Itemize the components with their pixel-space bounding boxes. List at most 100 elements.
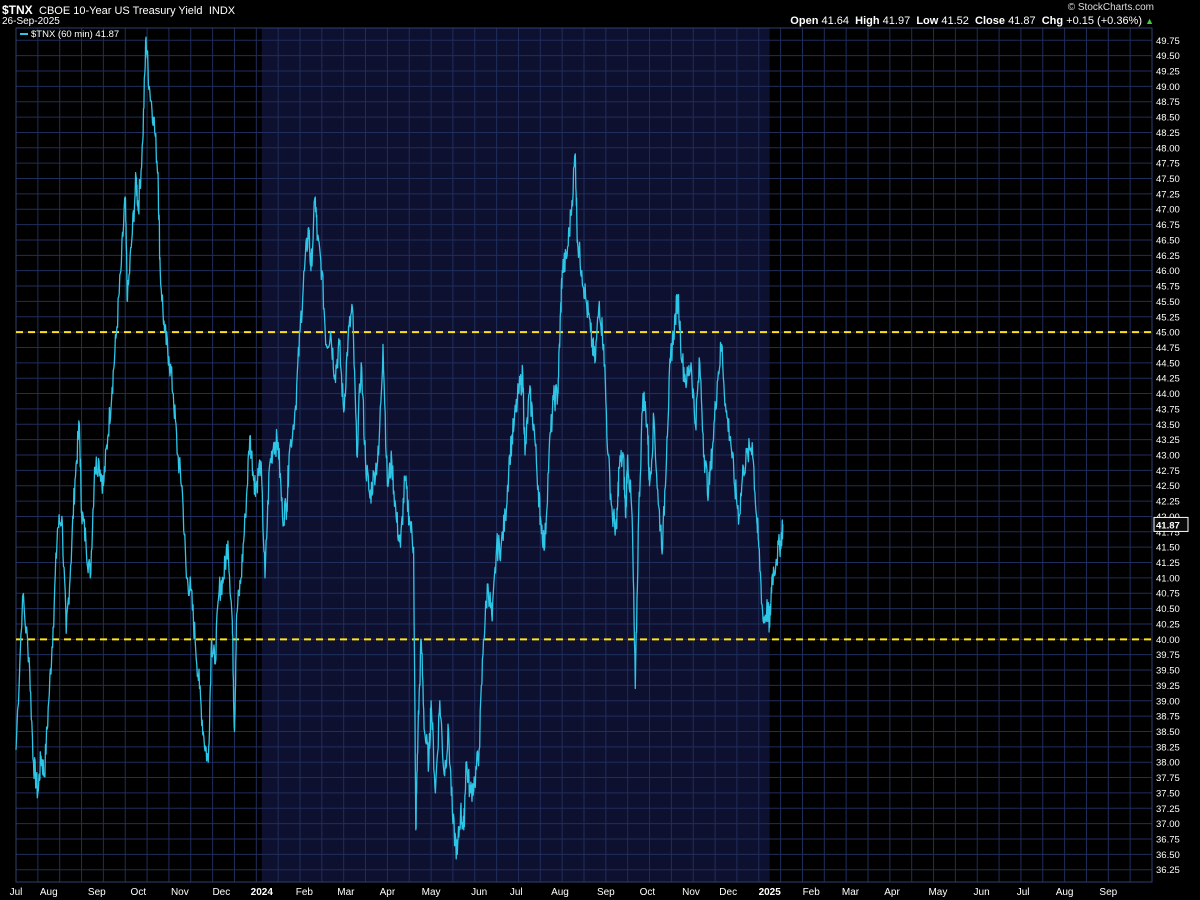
- y-tick-label: 49.00: [1156, 82, 1180, 93]
- y-tick-label: 46.00: [1156, 266, 1180, 277]
- chart-header: $TNX CBOE 10-Year US Treasury Yield INDX…: [0, 0, 1200, 30]
- y-tick-label: 48.75: [1156, 97, 1180, 108]
- y-tick-label: 43.50: [1156, 420, 1180, 431]
- x-axis: Jul Aug Sep Oct Nov Dec 2024 Feb Mar Apr May Jun Jul…: [10, 887, 1118, 898]
- x-tick-label: Oct: [131, 887, 147, 898]
- x-tick-label: May: [928, 887, 947, 898]
- chart-date: 26-Sep-2025: [2, 16, 60, 27]
- x-tick-label: Dec: [719, 887, 737, 898]
- y-tick-label: 38.25: [1156, 742, 1180, 753]
- close-value: 41.87: [1008, 15, 1036, 27]
- y-tick-label: 44.00: [1156, 389, 1180, 400]
- ohlc-readout: Open 41.64 High 41.97 Low 41.52 Close 41…: [790, 15, 1154, 27]
- y-tick-label: 38.75: [1156, 712, 1180, 723]
- y-tick-label: 40.75: [1156, 589, 1180, 600]
- y-tick-label: 45.50: [1156, 297, 1180, 308]
- y-tick-label: 45.00: [1156, 328, 1180, 339]
- y-tick-label: 36.75: [1156, 834, 1180, 845]
- y-tick-label: 49.25: [1156, 67, 1180, 78]
- x-tick-label: Feb: [803, 887, 821, 898]
- high-label: High: [855, 15, 880, 27]
- x-tick-label: Jul: [10, 887, 23, 898]
- y-tick-label: 44.75: [1156, 343, 1180, 354]
- x-tick-label: 2025: [759, 887, 782, 898]
- close-label: Close: [975, 15, 1005, 27]
- x-tick-label: Aug: [551, 887, 569, 898]
- chg-value: +0.15 (+0.36%): [1066, 15, 1143, 27]
- y-tick-label: 36.25: [1156, 865, 1180, 876]
- y-tick-label: 40.50: [1156, 604, 1180, 615]
- y-tick-label: 41.25: [1156, 558, 1180, 569]
- x-tick-label: May: [422, 887, 441, 898]
- y-tick-label: 37.00: [1156, 819, 1180, 830]
- y-tick-label: 47.75: [1156, 159, 1180, 170]
- low-value: 41.52: [941, 15, 969, 27]
- y-tick-label: 37.75: [1156, 773, 1180, 784]
- reference-lines: [16, 331, 1152, 641]
- y-tick-label: 43.25: [1156, 435, 1180, 446]
- legend: $TNX (60 min) 41.87: [20, 29, 119, 40]
- x-tick-label: Mar: [337, 887, 355, 898]
- symbol: $TNX: [2, 3, 33, 17]
- y-tick-label: 41.75: [1156, 527, 1180, 538]
- y-tick-label: 43.75: [1156, 404, 1180, 415]
- y-tick-label: 47.50: [1156, 174, 1180, 185]
- y-tick-label: 38.50: [1156, 727, 1180, 738]
- x-tick-label: Feb: [296, 887, 314, 898]
- y-tick-label: 48.25: [1156, 128, 1180, 139]
- y-tick-label: 49.75: [1156, 36, 1180, 47]
- y-tick-label: 46.25: [1156, 251, 1180, 262]
- x-tick-label: Apr: [884, 887, 900, 898]
- price-series-line: [15, 36, 784, 860]
- y-tick-label: 39.75: [1156, 650, 1180, 661]
- x-tick-label: Aug: [1056, 887, 1074, 898]
- y-tick-label: 37.25: [1156, 804, 1180, 815]
- y-tick-label: 39.25: [1156, 681, 1180, 692]
- y-tick-label: 48.00: [1156, 143, 1180, 154]
- x-tick-label: Jul: [510, 887, 523, 898]
- grid-lines: [15, 28, 1153, 882]
- y-tick-label: 37.50: [1156, 788, 1180, 799]
- y-tick-label: 41.50: [1156, 543, 1180, 554]
- y-tick-label: 42.50: [1156, 481, 1180, 492]
- y-tick-label: 39.50: [1156, 666, 1180, 677]
- chg-label: Chg: [1041, 15, 1064, 27]
- symbol-description: CBOE 10-Year US Treasury Yield: [39, 5, 203, 17]
- x-tick-label: Sep: [597, 887, 615, 898]
- y-tick-label: 42.75: [1156, 466, 1180, 477]
- y-tick-label: 47.00: [1156, 205, 1180, 216]
- y-tick-label: 39.00: [1156, 696, 1180, 707]
- y-tick-label: 40.00: [1156, 635, 1180, 646]
- x-tick-label: Apr: [380, 887, 396, 898]
- x-tick-label: Dec: [212, 887, 230, 898]
- y-tick-label: 36.50: [1156, 850, 1180, 861]
- y-tick-label: 42.25: [1156, 497, 1180, 508]
- y-tick-label: 46.50: [1156, 235, 1180, 246]
- open-value: 41.64: [821, 15, 850, 27]
- last-value-box: [1153, 516, 1189, 532]
- x-tick-label: Mar: [842, 887, 860, 898]
- y-axis: 36.25 36.50 36.75 37.00 37.25 37.50 37.75 38.00…: [1156, 36, 1180, 876]
- y-tick-label: 44.25: [1156, 374, 1180, 385]
- y-tick-label: 38.00: [1156, 758, 1180, 769]
- open-label: Open: [790, 15, 819, 27]
- y-tick-label: 41.00: [1156, 573, 1180, 584]
- y-tick-label: 40.25: [1156, 619, 1180, 630]
- last-value-tag: 41.87: [1153, 516, 1189, 532]
- y-tick-label: 46.75: [1156, 220, 1180, 231]
- last-value-label: 41.87: [1156, 520, 1180, 531]
- y-tick-label: 44.50: [1156, 358, 1180, 369]
- y-tick-label: 48.50: [1156, 113, 1180, 124]
- legend-label: $TNX (60 min) 41.87: [31, 29, 119, 40]
- y-tick-label: 45.25: [1156, 312, 1180, 323]
- y-tick-label: 49.50: [1156, 51, 1180, 62]
- y-tick-label: 43.00: [1156, 451, 1180, 462]
- y-tick-label: 45.75: [1156, 282, 1180, 293]
- x-tick-label: 2024: [251, 887, 274, 898]
- x-tick-label: Jun: [471, 887, 487, 898]
- x-tick-label: Jun: [974, 887, 990, 898]
- x-tick-label: Aug: [40, 887, 58, 898]
- symbol-title: $TNX CBOE 10-Year US Treasury Yield INDX: [2, 3, 235, 17]
- brand-logo[interactable]: © StockCharts.com: [1067, 2, 1154, 13]
